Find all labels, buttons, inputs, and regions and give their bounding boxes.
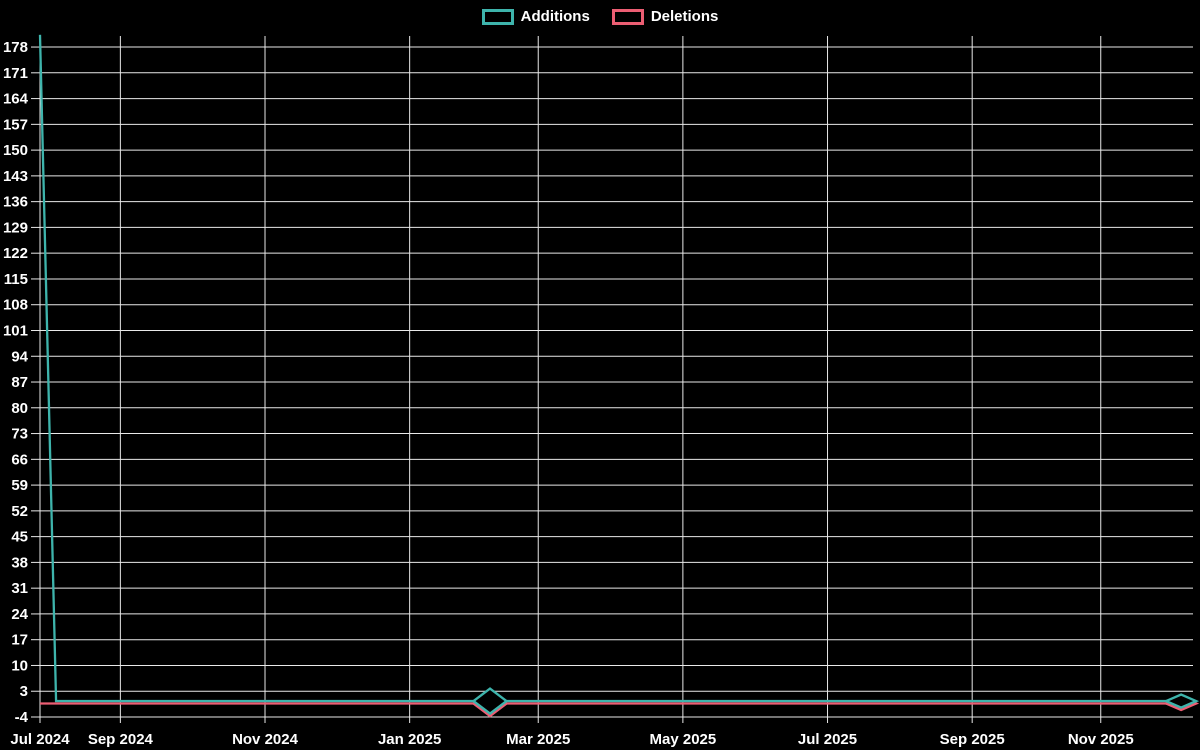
y-axis-labels: -4 3 10 17 24 31 38 45 52 59 66 73 80 87 94 101 108 115 12…: [3, 39, 29, 726]
y-tick-label: 143: [3, 168, 28, 185]
x-tick-label: Sep 2024: [88, 731, 154, 748]
legend-label-additions: Additions: [520, 8, 590, 25]
x-tick-label: Sep 2025: [940, 731, 1005, 748]
y-tick-label: -4: [15, 709, 29, 726]
data-point-marker[interactable]: [471, 687, 509, 718]
x-tick-label: Nov 2024: [232, 731, 299, 748]
y-tick-label: 31: [11, 580, 28, 597]
y-tick-label: 45: [11, 529, 28, 546]
x-tick-label: Jul 2024: [10, 731, 70, 748]
additions-swatch-icon: [481, 9, 514, 25]
y-tick-label: 10: [11, 657, 28, 674]
y-tick-label: 24: [11, 606, 28, 623]
x-tick-label: May 2025: [650, 731, 717, 748]
chart-legend: Additions Deletions: [0, 9, 1200, 25]
y-tick-label: 3: [20, 683, 28, 700]
y-tick-label: 157: [3, 116, 28, 133]
y-tick-label: 101: [3, 322, 28, 339]
y-tick-label: 80: [11, 400, 28, 417]
x-tick-label: Mar 2025: [506, 731, 570, 748]
y-tick-label: 164: [3, 91, 29, 108]
y-tick-label: 150: [3, 142, 28, 159]
x-tick-label: Jul 2025: [798, 731, 857, 748]
legend-item-additions[interactable]: Additions: [481, 8, 590, 25]
x-tick-label: Jan 2025: [378, 731, 441, 748]
additions-line: [38, 34, 1182, 703]
y-tick-label: 17: [11, 632, 28, 649]
legend-label-deletions: Deletions: [650, 8, 719, 25]
y-tick-label: 73: [11, 426, 28, 443]
y-tick-label: 87: [11, 374, 28, 391]
x-axis-labels: Jul 2024 Sep 2024 Nov 2024 Jan 2025 Mar 2025…: [10, 731, 1133, 748]
y-tick-label: 122: [3, 245, 28, 262]
y-tick-label: 115: [4, 271, 28, 288]
legend-item-deletions[interactable]: Deletions: [611, 8, 719, 25]
y-tick-label: 171: [3, 65, 28, 82]
y-tick-label: 108: [3, 297, 28, 314]
data-point-marker[interactable]: [1163, 693, 1200, 712]
y-tick-label: 52: [11, 503, 28, 520]
y-tick-label: 129: [3, 219, 28, 236]
y-tick-label: 136: [3, 194, 28, 211]
y-tick-label: 59: [11, 477, 28, 494]
y-tick-label: 94: [11, 348, 28, 365]
gridlines: [31, 36, 1193, 723]
y-tick-label: 66: [11, 451, 28, 468]
y-tick-label: 178: [3, 39, 28, 56]
deletions-swatch-icon: [611, 9, 644, 25]
y-tick-label: 38: [11, 554, 28, 571]
x-tick-label: Nov 2025: [1068, 731, 1134, 748]
